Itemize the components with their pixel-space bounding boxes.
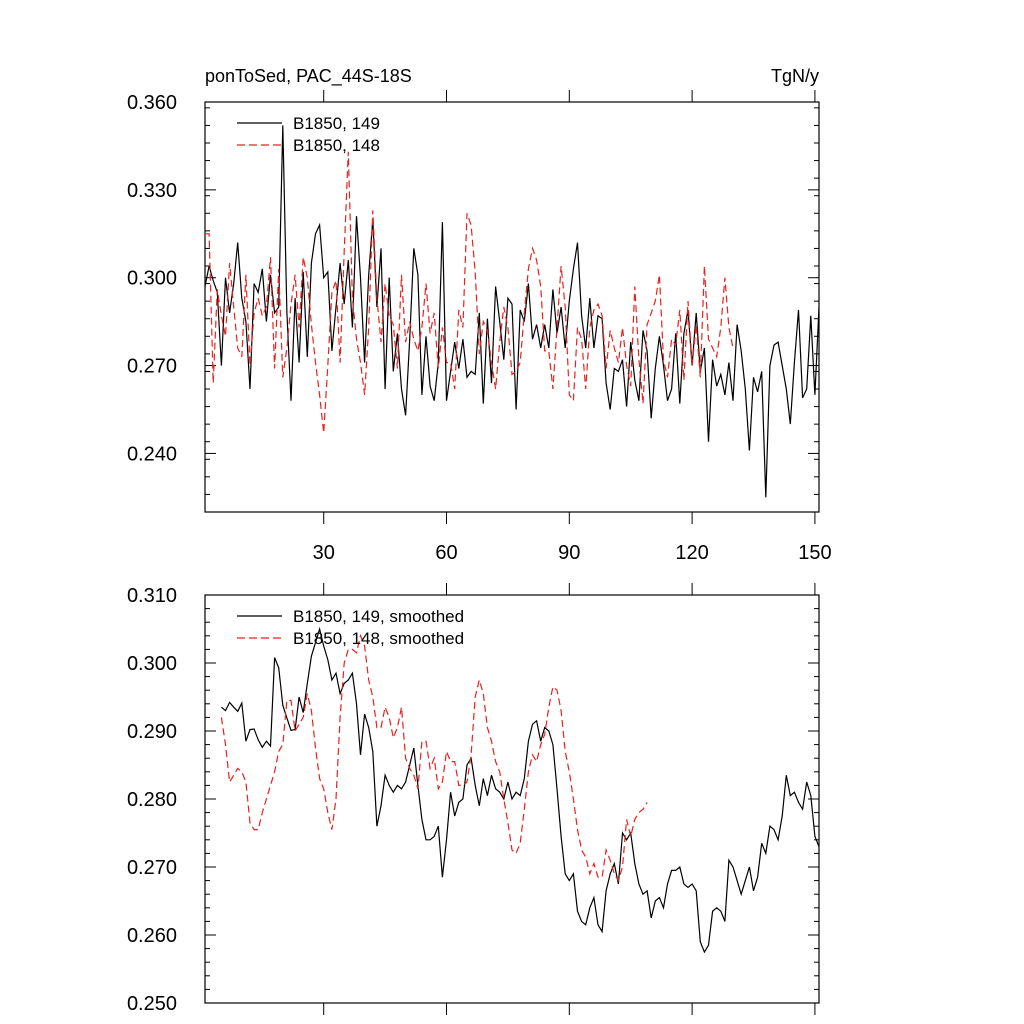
y-tick-label: 0.240 (127, 443, 177, 465)
chart-title: ponToSed, PAC_44S-18S (205, 66, 412, 87)
bottom-panel: 0.250 0.260 0.270 0.280 0.290 0.300 0.310 B1850… (127, 583, 820, 1015)
units-label: TgN/y (771, 66, 819, 86)
y-tick-label: 0.250 (127, 993, 177, 1015)
legend-label: B1850, 148 (293, 136, 380, 155)
y-tick-label: 0.300 (127, 268, 177, 290)
x-tick-label: 30 (313, 542, 335, 564)
y-tick-label: 0.360 (127, 92, 177, 114)
x-tick-label: 120 (675, 542, 708, 564)
series-line-b1850-149 (221, 626, 819, 954)
series-line-b1850-148 (205, 151, 734, 433)
legend-label: B1850, 149 (293, 114, 380, 133)
y-tick-label: 0.290 (127, 721, 177, 743)
y-tick-label: 0.330 (127, 180, 177, 202)
y-tick-label: 0.310 (127, 585, 177, 607)
y-tick-label: 0.270 (127, 356, 177, 378)
y-tick-label: 0.260 (127, 925, 177, 947)
legend-label: B1850, 149, smoothed (293, 607, 464, 626)
x-tick-label: 90 (558, 542, 580, 564)
x-tick-label: 150 (798, 542, 831, 564)
y-tick-label: 0.300 (127, 653, 177, 675)
x-tick-label: 60 (435, 542, 457, 564)
y-tick-label: 0.270 (127, 857, 177, 879)
series-line-b1850-149 (205, 125, 819, 498)
top-panel: 0.240 0.270 0.300 0.330 0.360 30 60 90 120 150 pon… (127, 66, 832, 564)
legend-label: B1850, 148, smoothed (293, 629, 464, 648)
series-line-b1850-148 (220, 633, 648, 883)
y-tick-label: 0.280 (127, 789, 177, 811)
